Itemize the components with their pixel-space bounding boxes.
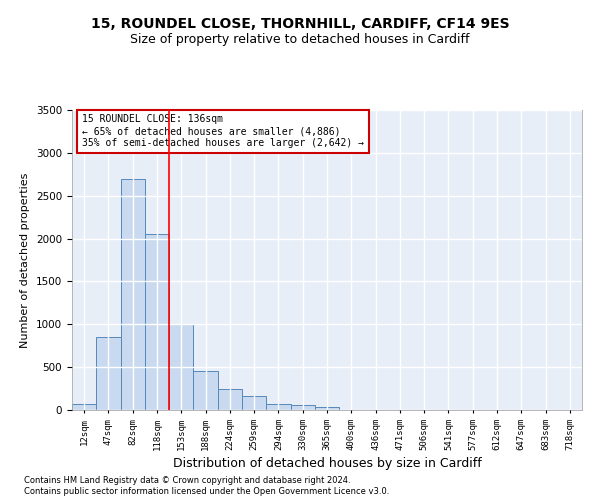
Y-axis label: Number of detached properties: Number of detached properties	[20, 172, 31, 348]
Bar	[315, 406, 339, 410]
Bar	[72, 404, 96, 410]
Text: 15 ROUNDEL CLOSE: 136sqm
← 65% of detached houses are smaller (4,886)
35% of sem: 15 ROUNDEL CLOSE: 136sqm ← 65% of detach…	[82, 114, 364, 148]
Text: 15, ROUNDEL CLOSE, THORNHILL, CARDIFF, CF14 9ES: 15, ROUNDEL CLOSE, THORNHILL, CARDIFF, C…	[91, 18, 509, 32]
Bar	[121, 178, 145, 410]
Bar	[96, 337, 121, 410]
Bar	[218, 388, 242, 410]
X-axis label: Distribution of detached houses by size in Cardiff: Distribution of detached houses by size …	[173, 457, 481, 470]
Bar	[169, 324, 193, 410]
Bar	[290, 406, 315, 410]
Text: Size of property relative to detached houses in Cardiff: Size of property relative to detached ho…	[130, 32, 470, 46]
Bar	[145, 234, 169, 410]
Text: Contains HM Land Registry data © Crown copyright and database right 2024.: Contains HM Land Registry data © Crown c…	[24, 476, 350, 485]
Bar	[193, 372, 218, 410]
Bar	[242, 396, 266, 410]
Text: Contains public sector information licensed under the Open Government Licence v3: Contains public sector information licen…	[24, 488, 389, 496]
Bar	[266, 404, 290, 410]
